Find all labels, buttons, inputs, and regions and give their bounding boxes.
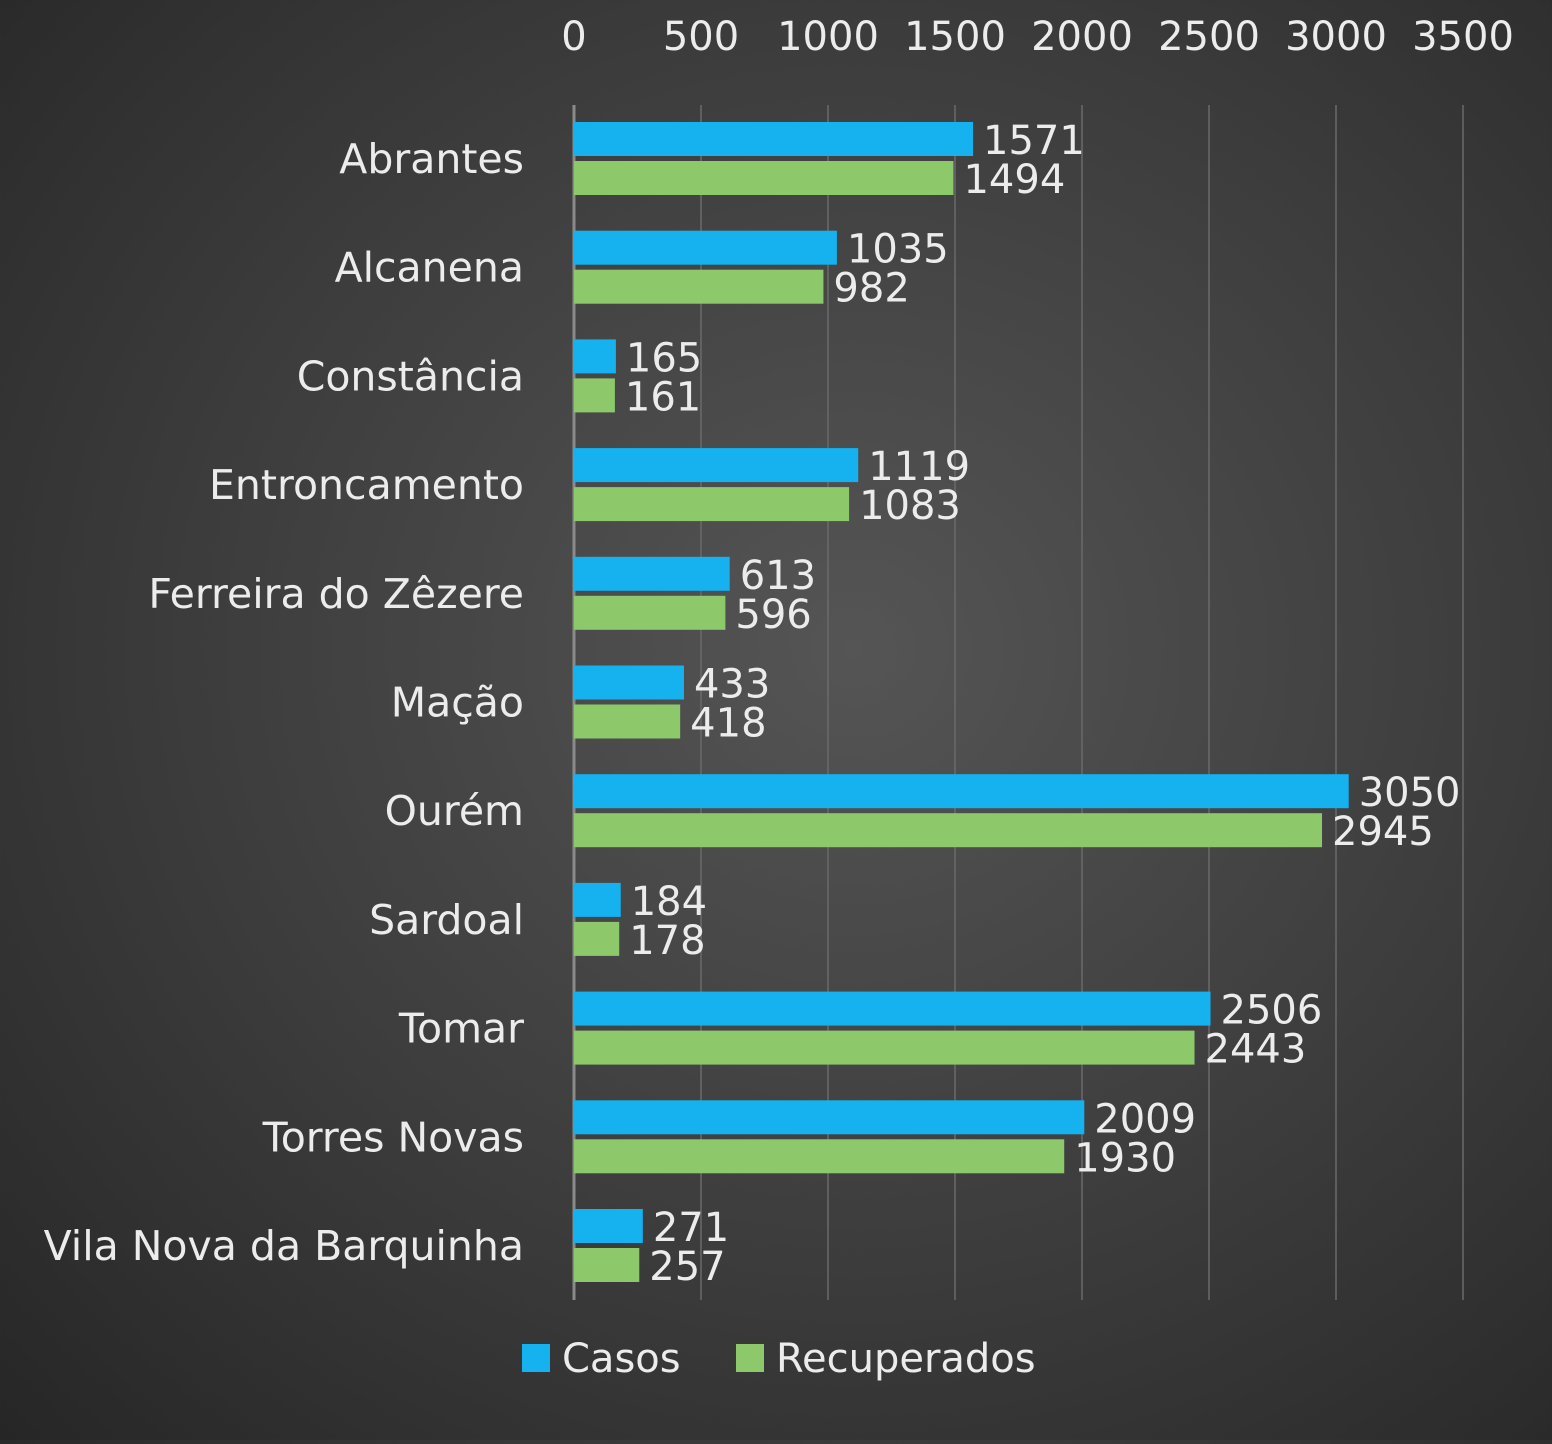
- legend-swatch-casos: [522, 1344, 550, 1372]
- data-label-recuperados-alcanena: 982: [833, 266, 909, 312]
- x-tick-label-3000: 3000: [1285, 14, 1387, 60]
- bar-recuperados-ourem: [574, 813, 1323, 848]
- bar-casos-abrantes: [574, 122, 974, 156]
- bar-recuperados-tomar: [574, 1030, 1195, 1065]
- category-label-ferreira-do-zezere: Ferreira do Zêzere: [148, 570, 524, 618]
- data-label-casos-constancia: 165: [626, 335, 702, 381]
- category-label-entroncamento: Entroncamento: [209, 461, 524, 509]
- data-label-recuperados-sardoal: 178: [629, 918, 705, 964]
- x-tick-label-1500: 1500: [904, 14, 1006, 60]
- data-label-casos-sardoal: 184: [631, 879, 707, 925]
- bar-casos-ferreira-do-zezere: [574, 556, 730, 591]
- data-label-casos-abrantes: 1571: [983, 118, 1085, 164]
- x-tick-label-1000: 1000: [777, 14, 879, 60]
- category-label-constancia: Constância: [297, 352, 524, 400]
- data-label-casos-ferreira-do-zezere: 613: [740, 553, 816, 599]
- bar-recuperados-abrantes: [574, 161, 954, 195]
- data-label-recuperados-constancia: 161: [625, 374, 701, 420]
- data-label-casos-entroncamento: 1119: [868, 444, 970, 490]
- category-label-vila-nova-da-barquinha: Vila Nova da Barquinha: [44, 1222, 524, 1270]
- category-label-torres-novas: Torres Novas: [262, 1113, 524, 1161]
- data-label-casos-ourem: 3050: [1359, 770, 1461, 816]
- category-label-alcanena: Alcanena: [335, 244, 524, 292]
- x-tick-label-3500: 3500: [1412, 14, 1514, 60]
- bar-recuperados-ferreira-do-zezere: [574, 595, 726, 630]
- x-tick-label-0: 0: [561, 14, 586, 60]
- data-label-recuperados-tomar: 2443: [1205, 1027, 1307, 1073]
- category-label-ourem: Ourém: [385, 787, 524, 835]
- bar-recuperados-entroncamento: [574, 487, 850, 522]
- data-label-recuperados-torres-novas: 1930: [1074, 1135, 1176, 1181]
- category-axis: Abrantes Alcanena Constância Entroncamento F…: [44, 135, 524, 1270]
- x-axis-ticks: 0 500 1000 1500 2000 2500 3000 3500: [561, 14, 1514, 60]
- bar-recuperados-alcanena: [574, 269, 824, 304]
- data-label-casos-macao: 433: [694, 662, 770, 708]
- bar-casos-macao: [574, 665, 684, 700]
- bar-casos-torres-novas: [574, 1100, 1085, 1135]
- bar-recuperados-torres-novas: [574, 1139, 1065, 1174]
- legend: Casos Recuperados: [522, 1336, 1036, 1382]
- legend-swatch-recuperados: [736, 1344, 764, 1372]
- bar-casos-constancia: [574, 339, 616, 374]
- data-label-casos-vila-nova-da-barquinha: 271: [653, 1205, 729, 1251]
- bar-casos-ourem: [574, 774, 1349, 809]
- legend-label-casos: Casos: [562, 1336, 681, 1382]
- data-label-recuperados-abrantes: 1494: [963, 157, 1065, 203]
- category-label-macao: Mação: [391, 679, 524, 727]
- x-tick-label-2500: 2500: [1158, 14, 1260, 60]
- bar-casos-tomar: [574, 991, 1211, 1026]
- x-tick-label-2000: 2000: [1031, 14, 1133, 60]
- data-label-casos-alcanena: 1035: [847, 227, 949, 273]
- bar-recuperados-sardoal: [574, 921, 620, 956]
- bar-recuperados-constancia: [574, 378, 615, 413]
- data-label-casos-tomar: 2506: [1221, 988, 1323, 1034]
- bar-casos-entroncamento: [574, 448, 859, 483]
- bar-recuperados-macao: [574, 704, 681, 739]
- bar-casos-alcanena: [574, 230, 837, 265]
- data-label-recuperados-macao: 418: [690, 701, 766, 747]
- bar-recuperados-vila-nova-da-barquinha: [574, 1248, 640, 1282]
- data-label-recuperados-entroncamento: 1083: [859, 483, 961, 529]
- category-label-abrantes: Abrantes: [339, 135, 524, 183]
- category-label-tomar: Tomar: [398, 1005, 524, 1053]
- bar-casos-vila-nova-da-barquinha: [574, 1209, 643, 1243]
- category-label-sardoal: Sardoal: [369, 896, 524, 944]
- legend-label-recuperados: Recuperados: [776, 1336, 1036, 1382]
- x-tick-label-500: 500: [663, 14, 739, 60]
- data-label-recuperados-ferreira-do-zezere: 596: [735, 592, 811, 638]
- data-label-casos-torres-novas: 2009: [1094, 1096, 1196, 1142]
- data-label-recuperados-vila-nova-da-barquinha: 257: [649, 1244, 725, 1290]
- bars: [574, 122, 1349, 1282]
- bar-casos-sardoal: [574, 882, 621, 917]
- data-label-recuperados-ourem: 2945: [1332, 809, 1434, 855]
